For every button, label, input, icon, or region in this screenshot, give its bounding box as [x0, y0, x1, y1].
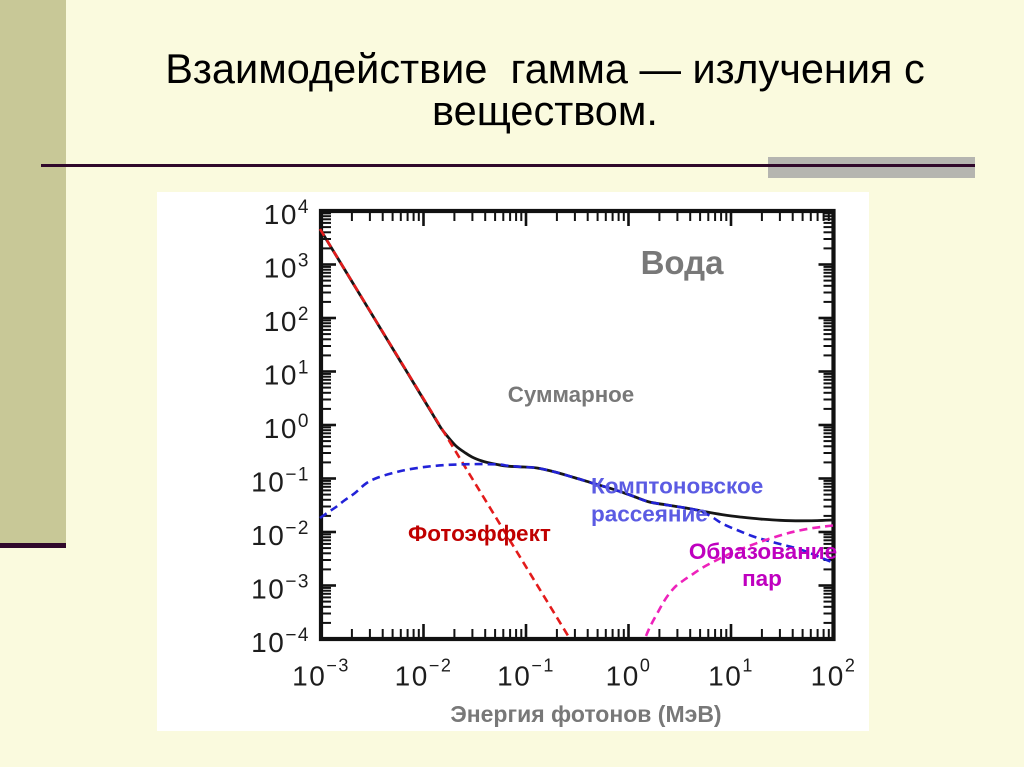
svg-text:Фотоэффект: Фотоэффект: [408, 521, 551, 546]
svg-text:пар: пар: [742, 566, 782, 591]
svg-text:Энергия фотонов (МэВ): Энергия фотонов (МэВ): [450, 701, 721, 727]
svg-text:101: 101: [264, 358, 310, 391]
svg-text:10−2: 10−2: [395, 656, 453, 692]
svg-text:Образование: Образование: [689, 539, 837, 564]
svg-text:Вода: Вода: [641, 244, 725, 281]
svg-text:10−1: 10−1: [251, 465, 310, 498]
svg-text:рассеяние: рассеяние: [591, 502, 708, 527]
svg-text:10−3: 10−3: [292, 656, 350, 692]
svg-text:104: 104: [264, 197, 310, 230]
svg-text:Комптоновское: Комптоновское: [591, 474, 763, 499]
svg-text:Суммарное: Суммарное: [508, 382, 634, 407]
